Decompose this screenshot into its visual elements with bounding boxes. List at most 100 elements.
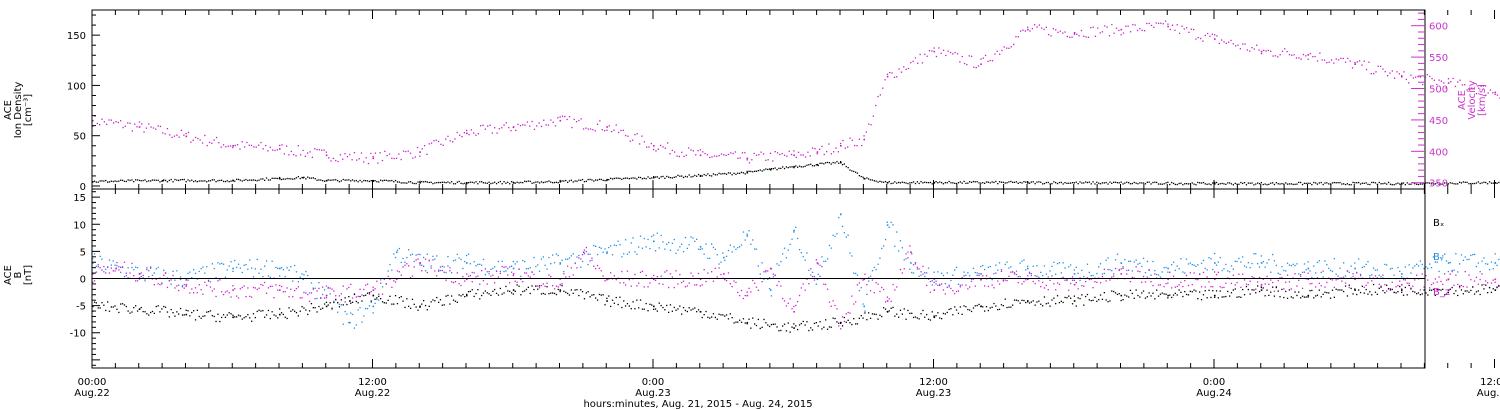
by-series-point [817, 273, 819, 275]
bz-series-point [1459, 287, 1461, 289]
by-series-point [230, 261, 232, 263]
bx-series-point [363, 295, 365, 297]
density-series-point [1098, 182, 1100, 184]
by-series-point [1042, 275, 1044, 277]
velocity-series-point [1218, 42, 1220, 45]
by-series-point [1298, 273, 1300, 275]
velocity-series-point [942, 49, 945, 51]
density-series-point [587, 178, 589, 181]
bz-series-point [942, 289, 945, 291]
bz-series-point [1042, 281, 1044, 284]
bx-series-point [823, 326, 825, 328]
density-series-point [557, 182, 559, 184]
velocity-series-point [262, 148, 264, 150]
density-series-point [93, 180, 96, 182]
bz-series-point [735, 281, 737, 284]
velocity-series-point [949, 51, 952, 54]
velocity-series-point [1015, 36, 1017, 38]
bz-series-point [819, 275, 821, 277]
density-series-point [469, 181, 471, 183]
density-series-point [353, 180, 356, 182]
bz-series-point [881, 286, 883, 289]
density-series-point [572, 181, 574, 183]
by-series-point [1217, 261, 1219, 263]
velocity-series-point [1214, 34, 1216, 36]
bz-series-point [888, 298, 890, 300]
velocity-series-point [711, 156, 713, 158]
by-series-point [172, 270, 174, 272]
x-tick-date: Aug.24 [1477, 388, 1500, 399]
bx-series-point [172, 312, 174, 314]
density-series-point [1053, 181, 1055, 183]
velocity-series-point [515, 129, 517, 131]
bz-series-point [325, 297, 328, 299]
density-series-point [1199, 182, 1201, 184]
by-series-point [615, 244, 617, 247]
bx-series-point [1154, 298, 1156, 300]
by-series-point [722, 252, 724, 254]
bz-series-point [746, 294, 749, 297]
by-series-point [1447, 262, 1450, 264]
velocity-series-point [613, 129, 615, 131]
bz-series-point [838, 325, 840, 327]
by-series-point [742, 231, 745, 233]
bz-series-point [1180, 281, 1182, 283]
density-series-point [1374, 182, 1377, 184]
density-series-point [1298, 181, 1300, 184]
density-series-point [479, 181, 481, 183]
density-series-point [404, 182, 406, 184]
density-series-point [411, 182, 414, 184]
density-series-point [1307, 182, 1309, 184]
density-series-point [438, 181, 440, 184]
density-series-point [251, 179, 253, 181]
by-series-point [144, 280, 146, 282]
by-series-point [1047, 276, 1049, 278]
by-series-point [568, 257, 571, 259]
density-series-point [1122, 183, 1124, 185]
x-tick-date: Aug.22 [74, 388, 109, 399]
bx-series-point [185, 309, 187, 311]
density-series-point [1214, 181, 1216, 184]
velocity-series-point [496, 132, 498, 134]
by-series-point [1352, 275, 1354, 278]
bz-series-point [905, 253, 907, 255]
by-series-point [910, 262, 912, 264]
by-series-point [855, 272, 857, 275]
by-series-point [664, 248, 666, 250]
bx-series-point [1412, 290, 1414, 293]
density-series-point [1055, 182, 1057, 184]
bz-series-point [400, 274, 402, 276]
density-series-point [400, 182, 402, 184]
velocity-series-point [412, 157, 414, 159]
by-series-point [619, 244, 621, 246]
velocity-series-point [842, 139, 844, 142]
by-series-point [1055, 273, 1057, 275]
velocity-series-point [797, 151, 800, 153]
bz-series-point [924, 272, 926, 274]
bz-series-point [1329, 278, 1332, 280]
density-series-point [1356, 182, 1358, 184]
velocity-series-point [977, 65, 980, 67]
velocity-series-point [120, 120, 122, 122]
bz-series-point [540, 284, 543, 287]
bz-series-point [863, 278, 865, 281]
bx-series-point [237, 314, 240, 316]
bz-series-point [1225, 282, 1227, 284]
bz-series-point [613, 275, 615, 277]
by-series-point [1027, 265, 1029, 267]
by-series-point [118, 266, 120, 268]
velocity-series-point [639, 143, 641, 145]
by-series-point [1058, 262, 1061, 264]
by-series-point [639, 235, 642, 237]
bx-series-point [419, 306, 421, 308]
density-series-point [568, 180, 571, 182]
bz-series-point [903, 268, 905, 270]
by-series-point [623, 253, 625, 255]
by-series-point [419, 264, 421, 266]
density-series-point [1075, 181, 1077, 183]
bx-series-point [344, 297, 346, 299]
bz-series-point [1012, 271, 1014, 273]
bx-series-point [211, 315, 213, 317]
density-series-point [1475, 182, 1478, 184]
